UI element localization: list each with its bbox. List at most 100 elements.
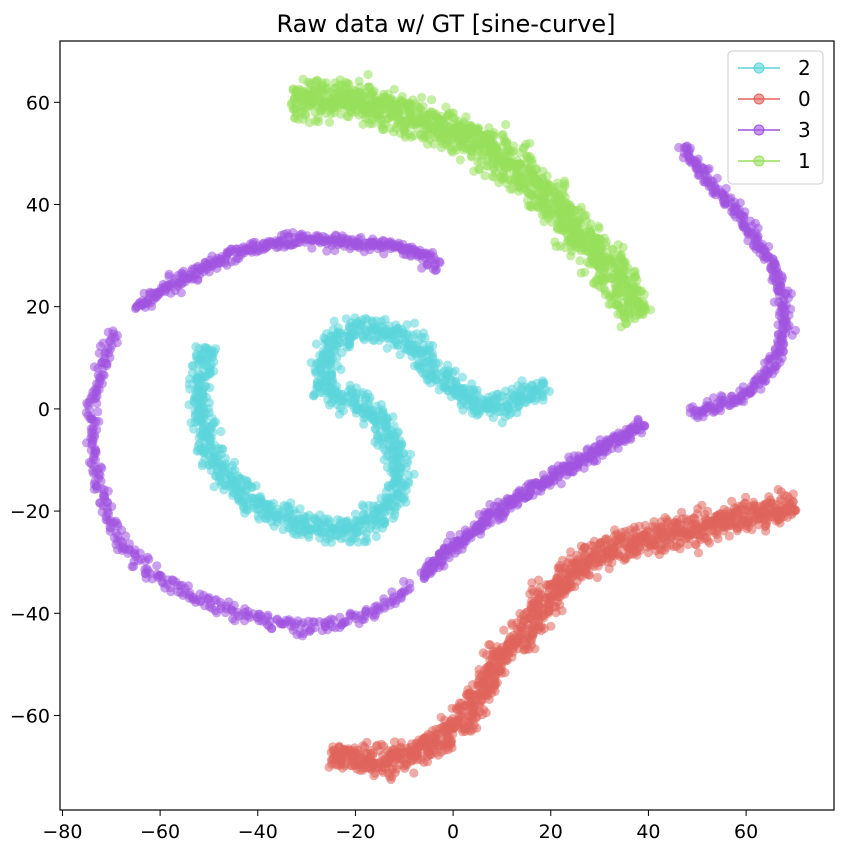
series-0-point <box>788 489 798 499</box>
series-3-point <box>322 246 332 256</box>
series-2-point <box>540 385 551 395</box>
series-3-point <box>769 297 780 307</box>
series-3-point <box>417 263 427 273</box>
series-2-point <box>311 339 322 349</box>
series-0-point <box>724 531 734 541</box>
series-1-point <box>455 155 465 165</box>
series-0-point <box>697 500 707 510</box>
series-2-point <box>403 470 414 480</box>
series-3-point <box>682 141 692 151</box>
series-0-point <box>555 600 565 610</box>
series-1-point <box>363 69 373 80</box>
series-3-point <box>92 398 102 408</box>
series-0-point <box>584 570 594 580</box>
series-3-point <box>152 561 162 571</box>
series-2-point <box>343 386 354 396</box>
series-2-point <box>512 408 522 418</box>
series-1-point <box>575 256 585 266</box>
series-0-point <box>536 621 547 631</box>
series-0-point <box>704 538 715 548</box>
series-3-point <box>674 142 684 153</box>
series-1-point <box>300 109 310 119</box>
series-1-point <box>525 155 535 165</box>
series-2-point <box>326 537 337 548</box>
series-3-point <box>387 587 397 597</box>
series-1-point <box>480 171 490 181</box>
series-0-point <box>484 640 494 650</box>
series-3-point <box>267 623 277 633</box>
series-2-point <box>402 320 412 330</box>
series-2-point <box>410 318 420 328</box>
series-2-point <box>306 358 316 368</box>
series-0-point <box>534 575 544 585</box>
series-0-point <box>500 668 510 678</box>
series-3-point <box>142 552 153 562</box>
series-3-point <box>640 421 650 431</box>
series-2-point <box>362 536 372 547</box>
series-1-point <box>418 101 428 111</box>
series-2-point <box>185 384 195 394</box>
series-0-point <box>499 625 509 635</box>
series-1-point <box>525 138 535 148</box>
series-0-point <box>530 644 540 654</box>
series-1-point <box>501 119 511 130</box>
series-2-point <box>472 410 482 420</box>
series-0-point <box>683 539 693 550</box>
series-1-point <box>594 223 604 233</box>
series-2-point <box>450 366 460 376</box>
series-1-point <box>427 95 437 105</box>
series-3-point <box>445 530 456 541</box>
series-1-point <box>342 111 352 121</box>
series-2-point <box>382 462 392 472</box>
series-0-point <box>643 548 654 558</box>
series-0-point <box>788 497 798 507</box>
series-0-point <box>741 492 751 502</box>
series-0-point <box>677 507 687 517</box>
series-3-point <box>83 400 93 410</box>
series-0-point <box>546 621 556 631</box>
series-3-point <box>369 612 379 622</box>
series-0-point <box>747 525 757 535</box>
series-2-point <box>191 342 201 352</box>
series-2-point <box>382 343 392 353</box>
series-3-point <box>128 561 139 572</box>
series-1-point <box>566 251 576 261</box>
series-0-point <box>436 712 446 722</box>
series-2-point <box>323 395 333 405</box>
series-0-point <box>703 506 713 516</box>
series-2-point <box>350 509 361 519</box>
series-2-point <box>188 361 198 371</box>
series-3-point <box>255 609 265 619</box>
series-1-point <box>409 131 419 141</box>
series-0-point <box>396 738 406 748</box>
chart-title: Raw data w/ GT [sine-curve] <box>277 10 616 38</box>
series-1-point <box>429 139 439 149</box>
series-3-point <box>359 614 369 624</box>
series-2-point <box>295 504 305 514</box>
series-2-point <box>538 392 548 402</box>
series-3-point <box>437 557 447 568</box>
scatter-points <box>81 69 801 785</box>
series-0-point <box>693 548 704 558</box>
series-0-point <box>789 505 799 516</box>
series-2-point <box>216 426 226 437</box>
series-3-point <box>484 517 494 527</box>
series-1-point <box>441 102 451 112</box>
series-3-point <box>307 243 317 253</box>
series-3-point <box>556 479 566 489</box>
series-3-point <box>183 581 193 591</box>
series-1-point <box>369 86 379 96</box>
series-3-point <box>164 271 174 282</box>
series-3-point <box>538 470 549 480</box>
series-2-point <box>399 492 409 502</box>
series-1-point <box>389 84 399 94</box>
series-0-point <box>390 737 400 747</box>
series-0-point <box>478 648 488 658</box>
series-0-point <box>592 572 602 583</box>
series-3-point <box>633 415 643 425</box>
series-3-point <box>131 302 141 313</box>
series-2-point <box>303 530 313 540</box>
series-1-point <box>474 164 484 174</box>
series-2-point <box>286 498 296 508</box>
